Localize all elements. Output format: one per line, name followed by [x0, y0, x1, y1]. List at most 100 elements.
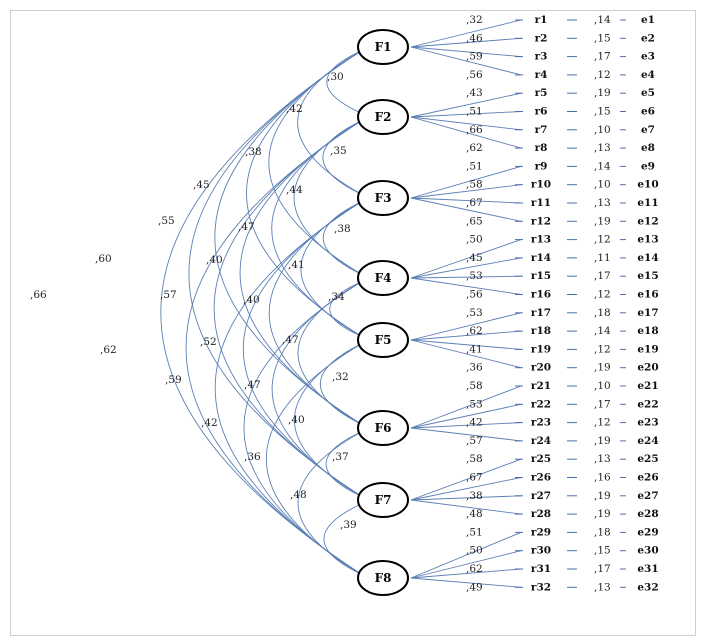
- correlation-value-f7-f8: ,39: [340, 519, 357, 531]
- error-label[interactable]: e4: [641, 69, 655, 81]
- loading-line-r11: [410, 197, 522, 204]
- error-label[interactable]: e26: [637, 472, 658, 484]
- loading-line-r15: [410, 275, 522, 279]
- error-label[interactable]: e19: [637, 343, 658, 355]
- item-label[interactable]: r1: [535, 14, 548, 26]
- item-row-r16: ,56 r16 ,12 e16: [466, 289, 659, 301]
- item-row-r21: ,58 r21 ,10 e21: [466, 380, 659, 392]
- item-row-r5: ,43 r5 ,19 e5: [466, 87, 655, 99]
- item-label[interactable]: r26: [531, 472, 551, 484]
- error-label[interactable]: e5: [641, 87, 655, 99]
- item-row-r11: ,67 r11 ,13 e11: [466, 197, 659, 209]
- error-label[interactable]: e8: [641, 142, 655, 154]
- error-label[interactable]: e17: [637, 307, 658, 319]
- error-label[interactable]: e30: [637, 545, 658, 557]
- loading-line-r3: [410, 46, 522, 58]
- factor-f3[interactable]: F3: [357, 180, 409, 216]
- item-label[interactable]: r3: [535, 51, 548, 63]
- error-label[interactable]: e14: [637, 252, 658, 264]
- item-label[interactable]: r8: [535, 142, 548, 154]
- correlation-value-f4-f6: ,47: [282, 334, 299, 346]
- factor-f6[interactable]: F6: [357, 410, 409, 446]
- correlation-value-f1-f5: ,45: [193, 179, 210, 191]
- item-label[interactable]: r22: [531, 398, 551, 410]
- item-label[interactable]: r5: [535, 87, 548, 99]
- error-label[interactable]: e2: [641, 32, 655, 44]
- item-label[interactable]: r29: [531, 526, 551, 538]
- loading-value: ,32: [466, 14, 483, 26]
- item-label[interactable]: r20: [531, 362, 551, 374]
- error-label[interactable]: e9: [641, 160, 655, 172]
- item-label[interactable]: r16: [531, 289, 551, 301]
- error-label[interactable]: e1: [641, 14, 655, 26]
- correlation-labels: ,30 ,42 ,38 ,45 ,55 ,60 ,66 ,35 ,44 ,47 ,40 ,57 ,62,…: [30, 71, 357, 531]
- correlation-curve-f6-f7: [325, 431, 362, 497]
- error-label[interactable]: e25: [637, 453, 658, 465]
- item-label[interactable]: r32: [531, 581, 551, 593]
- error-label[interactable]: e10: [637, 179, 658, 191]
- correlation-curve-f4-f5: [329, 281, 362, 337]
- error-label[interactable]: e31: [637, 563, 658, 575]
- error-label[interactable]: e23: [637, 417, 658, 429]
- item-label[interactable]: r10: [531, 179, 551, 191]
- factor-f1[interactable]: F1: [357, 29, 409, 65]
- item-label[interactable]: r15: [531, 270, 551, 282]
- item-row-r22: ,53 r22 ,17 e22: [466, 398, 659, 410]
- correlation-value-f2-f6: ,40: [206, 254, 223, 266]
- item-label[interactable]: r27: [531, 490, 551, 502]
- error-label[interactable]: e22: [637, 398, 658, 410]
- factor-f2[interactable]: F2: [357, 99, 409, 135]
- item-label[interactable]: r9: [535, 160, 548, 172]
- error-label[interactable]: e21: [637, 380, 658, 392]
- item-row-r25: ,58 r25 ,13 e25: [466, 453, 659, 465]
- error-value: ,19: [594, 435, 611, 447]
- factor-f4[interactable]: F4: [357, 260, 409, 296]
- factor-f5[interactable]: F5: [357, 322, 409, 358]
- error-label[interactable]: e3: [641, 51, 655, 63]
- factor-f7[interactable]: F7: [357, 482, 409, 518]
- correlation-value-f1-f2: ,30: [327, 71, 344, 83]
- item-label[interactable]: r18: [531, 325, 551, 337]
- item-label[interactable]: r4: [535, 69, 548, 81]
- error-label[interactable]: e7: [641, 124, 655, 136]
- error-label[interactable]: e6: [641, 106, 655, 118]
- item-label[interactable]: r2: [535, 32, 548, 44]
- item-label[interactable]: r17: [531, 307, 551, 319]
- error-label[interactable]: e18: [637, 325, 658, 337]
- item-label[interactable]: r30: [531, 545, 551, 557]
- loading-value: ,62: [466, 325, 483, 337]
- error-label[interactable]: e15: [637, 270, 658, 282]
- error-label[interactable]: e13: [637, 234, 658, 246]
- correlation-curves: [160, 50, 362, 575]
- item-label[interactable]: r23: [531, 417, 551, 429]
- item-label[interactable]: r25: [531, 453, 551, 465]
- error-label[interactable]: e32: [637, 581, 658, 593]
- item-label[interactable]: r24: [531, 435, 551, 447]
- item-label[interactable]: r12: [531, 215, 551, 227]
- item-label[interactable]: r14: [531, 252, 551, 264]
- error-label[interactable]: e11: [637, 197, 658, 209]
- item-label[interactable]: r19: [531, 343, 551, 355]
- error-label[interactable]: e29: [637, 526, 658, 538]
- item-label[interactable]: r21: [531, 380, 551, 392]
- item-label[interactable]: r6: [535, 106, 548, 118]
- loading-line-r25: [410, 458, 522, 501]
- loading-value: ,36: [466, 362, 483, 374]
- item-label[interactable]: r11: [531, 197, 551, 209]
- item-label[interactable]: r31: [531, 563, 551, 575]
- factor-f8[interactable]: F8: [357, 560, 409, 596]
- error-label[interactable]: e16: [637, 289, 658, 301]
- item-label[interactable]: r28: [531, 508, 551, 520]
- error-label[interactable]: e24: [637, 435, 658, 447]
- error-label[interactable]: e27: [637, 490, 658, 502]
- item-row-r24: ,57 r24 ,19 e24: [466, 435, 659, 447]
- correlation-curve-f5-f6: [320, 343, 362, 425]
- error-value: ,17: [594, 398, 611, 410]
- item-row-r10: ,58 r10 ,10 e10: [466, 179, 659, 191]
- error-label[interactable]: e12: [637, 215, 658, 227]
- item-label[interactable]: r13: [531, 234, 551, 246]
- error-label[interactable]: e28: [637, 508, 658, 520]
- loading-line-r26: [410, 477, 522, 501]
- error-label[interactable]: e20: [637, 362, 658, 374]
- item-label[interactable]: r7: [535, 124, 548, 136]
